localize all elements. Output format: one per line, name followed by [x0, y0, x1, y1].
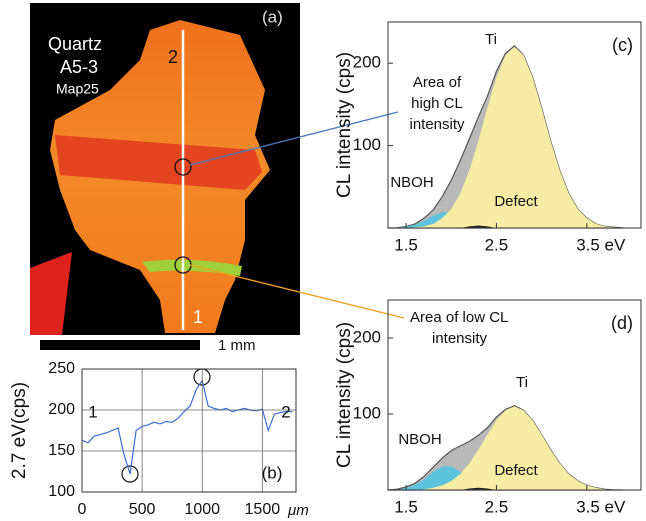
y-axis-label: 2.7 eV(cps) [9, 382, 30, 479]
leader-high [189, 111, 399, 166]
x-tick-label: 500 [129, 501, 156, 518]
panel-label: (c) [612, 35, 633, 55]
panel-label: (d) [611, 313, 633, 333]
x-tick-label: 1500 [245, 501, 281, 518]
sample-line: A5-3 [60, 57, 98, 77]
annotation: Area of [413, 74, 462, 91]
x-tick-label: 1.5 [394, 235, 418, 254]
sample-line: Map25 [56, 81, 99, 97]
scale-label: 1 mm [218, 337, 256, 354]
x-tick-label: 3.5 eV [576, 497, 626, 516]
component-area [388, 46, 623, 229]
annotation: intensity [432, 330, 488, 347]
profile [81, 379, 293, 475]
chart-area: NBOH Ti Defect 100 200 1.5 2.5 3.5 eV CL intensi… [334, 21, 642, 254]
leader-low [189, 264, 405, 319]
annotation: intensity [409, 116, 465, 133]
red-patch [30, 252, 72, 335]
x-tick-label: 1.5 [394, 497, 418, 516]
annotation: 2 [281, 402, 290, 421]
annotation: 1 [88, 402, 97, 421]
annotation: (b) [262, 463, 283, 482]
panel-a: Quartz A5-3 Map25 (a) 2 1 1 mm [30, 3, 405, 354]
y-tick-label: 100 [353, 403, 381, 422]
y-tick-label: 200 [353, 53, 381, 72]
x-tick-label: 2.5 [485, 235, 509, 254]
component-label: Defect [494, 193, 538, 210]
annotation: high CL [411, 95, 463, 112]
y-tick-label: 200 [353, 327, 381, 346]
line-end: 2 [168, 47, 178, 67]
chart-line: 100 150 200 250 0 500 1000 1500 2.7 eV(cps) μm 1 2 (… [9, 360, 309, 519]
plot-frame [387, 299, 642, 491]
y-tick-label: 100 [353, 135, 381, 154]
annotation: Area of low CL [410, 309, 508, 326]
panel-label: (a) [262, 7, 283, 26]
x-tick-label: 3.5 eV [576, 235, 626, 254]
y-tick-label: 100 [48, 483, 75, 500]
x-tick-label: 2.5 [485, 497, 509, 516]
component-label: Ti [485, 31, 497, 48]
component-label: NBOH [398, 431, 441, 448]
y-axis-label: CL intensity (cps) [334, 322, 355, 468]
x-axis-label: μm [287, 502, 309, 519]
component-label: Defect [494, 462, 538, 479]
red-band [55, 135, 262, 190]
plot-frame [81, 368, 297, 493]
scale-bar [40, 340, 200, 350]
marker-high [174, 158, 192, 176]
sample-line: Quartz [48, 34, 102, 54]
y-tick-label: 250 [48, 360, 75, 377]
component-area [388, 406, 623, 490]
plot-frame [387, 21, 642, 229]
x-tick-label: 0 [78, 501, 87, 518]
y-tick-label: 150 [48, 442, 75, 459]
line-end: 1 [193, 307, 203, 327]
y-axis-label: CL intensity (cps) [334, 52, 355, 198]
x-tick-label: 1000 [184, 501, 220, 518]
y-tick-label: 200 [48, 401, 75, 418]
component-label: NBOH [390, 174, 433, 191]
dip-marker [121, 465, 139, 483]
component-label: Ti [516, 374, 528, 391]
chart-area: NBOH Ti Defect 100 200 1.5 2.5 3.5 eV CL intensi… [334, 299, 642, 516]
